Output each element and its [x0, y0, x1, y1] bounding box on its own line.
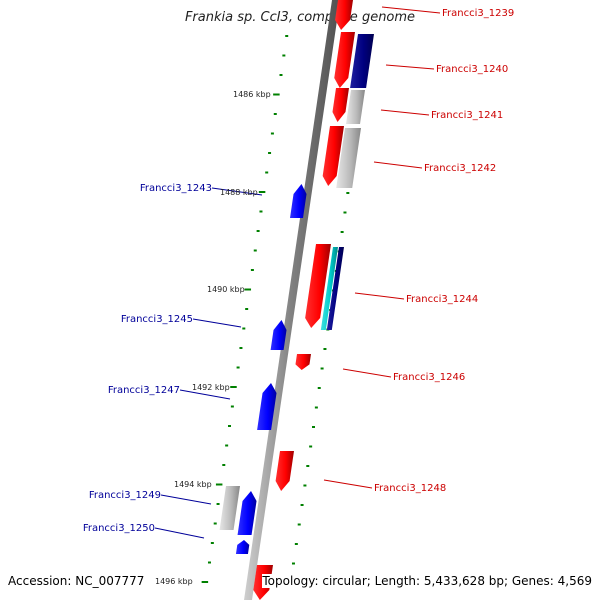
gene-label-francci3-1243[interactable]: Francci3_1243 [140, 183, 212, 194]
gene-arrow-francci3-1248[interactable] [275, 451, 294, 491]
gene-arrow-francci3-1249-product[interactable] [219, 486, 240, 530]
gene-arrow-francci3-1246[interactable] [295, 354, 311, 370]
gene-leader-line [373, 161, 423, 169]
genome-title: Frankia sp. CcI3, complete genome [184, 10, 416, 25]
gene-arrow-francci3-1250[interactable] [235, 540, 250, 554]
gene-leader-line [154, 527, 205, 539]
gene-arrow-francci3-1239[interactable] [335, 0, 353, 30]
gene-arrow-francci3-1242[interactable] [322, 126, 344, 186]
gene-label-francci3-1245[interactable]: Francci3_1245 [121, 314, 193, 325]
gene-leader-line [342, 368, 392, 378]
gene-label-francci3-1239[interactable]: Francci3_1239 [442, 8, 514, 19]
gene-label-francci3-1248[interactable]: Francci3_1248 [374, 483, 446, 494]
scale-label: 1496 kbp [155, 577, 193, 586]
gene-arrow-francci3-1249[interactable] [237, 491, 257, 535]
scale-label: 1486 kbp [233, 90, 271, 99]
gene-arrow-francci3-1247[interactable] [257, 383, 277, 430]
gene-label-francci3-1247[interactable]: Francci3_1247 [108, 385, 180, 396]
scale-label: 1490 kbp [207, 285, 245, 294]
gene-leader-line [179, 389, 231, 400]
gene-leader-line [160, 494, 212, 505]
topology-text: Topology: circular; Length: 5,433,628 bp… [262, 574, 592, 588]
gene-leader-line [380, 109, 430, 116]
gene-arrow-francci3-1243[interactable] [290, 184, 307, 218]
scale-label: 1492 kbp [192, 383, 230, 392]
scale-label: 1488 kbp [220, 188, 258, 197]
gene-label-francci3-1249[interactable]: Francci3_1249 [89, 490, 161, 501]
gene-arrow-francci3-1240[interactable] [334, 32, 355, 88]
gene-leader-line [211, 187, 263, 196]
gene-leader-line [381, 6, 441, 14]
accession-text: Accession: NC_007777 [8, 574, 145, 588]
gene-leader-line [354, 292, 405, 300]
gene-arrow-francci3-1240-product[interactable] [350, 34, 374, 88]
gene-arrow-francci3-1241[interactable] [332, 88, 349, 122]
genome-backbone [244, 0, 340, 600]
gene-arrow-francci3-1244-product-a[interactable] [320, 247, 338, 330]
gene-arrow-francci3-1242-product[interactable] [336, 128, 361, 188]
gene-label-francci3-1250[interactable]: Francci3_1250 [83, 523, 155, 534]
gene-label-francci3-1242[interactable]: Francci3_1242 [424, 163, 496, 174]
gene-arrow-francci3-1244[interactable] [305, 244, 331, 328]
scale-label: 1494 kbp [174, 480, 212, 489]
gene-arrow-francci3-1245[interactable] [270, 320, 287, 350]
gene-leader-line [192, 318, 242, 328]
gene-arrow-francci3-1241-product[interactable] [346, 90, 365, 124]
gene-label-francci3-1241[interactable]: Francci3_1241 [431, 110, 503, 121]
gene-leader-line [385, 64, 435, 70]
gene-arrow-francci3-1244-product-b[interactable] [326, 247, 344, 330]
gene-label-francci3-1240[interactable]: Francci3_1240 [436, 64, 508, 75]
gene-label-francci3-1246[interactable]: Francci3_1246 [393, 372, 465, 383]
gene-label-francci3-1244[interactable]: Francci3_1244 [406, 294, 478, 305]
gene-leader-line [323, 479, 373, 489]
